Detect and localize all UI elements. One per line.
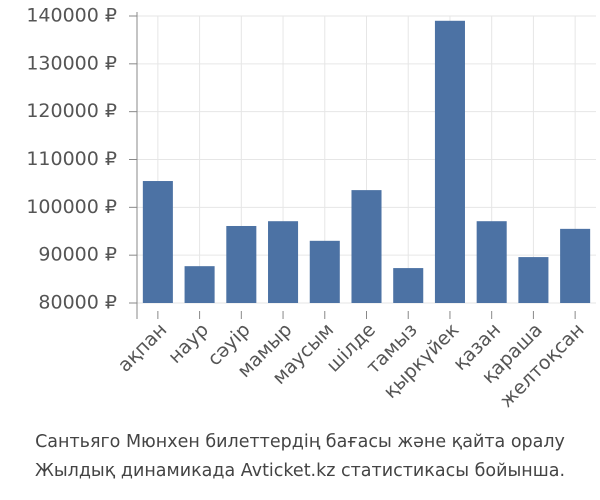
y-tick-label: 100000 ₽ [26,196,117,218]
x-tick-label: наур [164,319,213,368]
y-tick-label: 110000 ₽ [26,148,117,170]
y-tick-label: 140000 ₽ [26,5,117,27]
y-tick-label: 120000 ₽ [26,100,117,122]
y-tick-label: 80000 ₽ [38,292,117,314]
bar [351,190,382,303]
caption-line: Сантьяго Мюнхен билеттердің бағасы және … [35,432,565,452]
caption-line: Жылдық динамикада Avticket.kz статистика… [35,461,565,481]
y-tick-label: 130000 ₽ [26,52,117,74]
bar [476,221,507,303]
bar [268,221,299,303]
bar [142,181,173,303]
bar [434,20,465,304]
bar [226,225,257,303]
y-tick-label: 90000 ₽ [38,244,117,266]
bar [518,257,549,303]
x-tick-label: ақпан [114,319,172,377]
bar [309,240,340,303]
bar [184,266,215,303]
bar [393,268,424,303]
bar [560,228,591,303]
